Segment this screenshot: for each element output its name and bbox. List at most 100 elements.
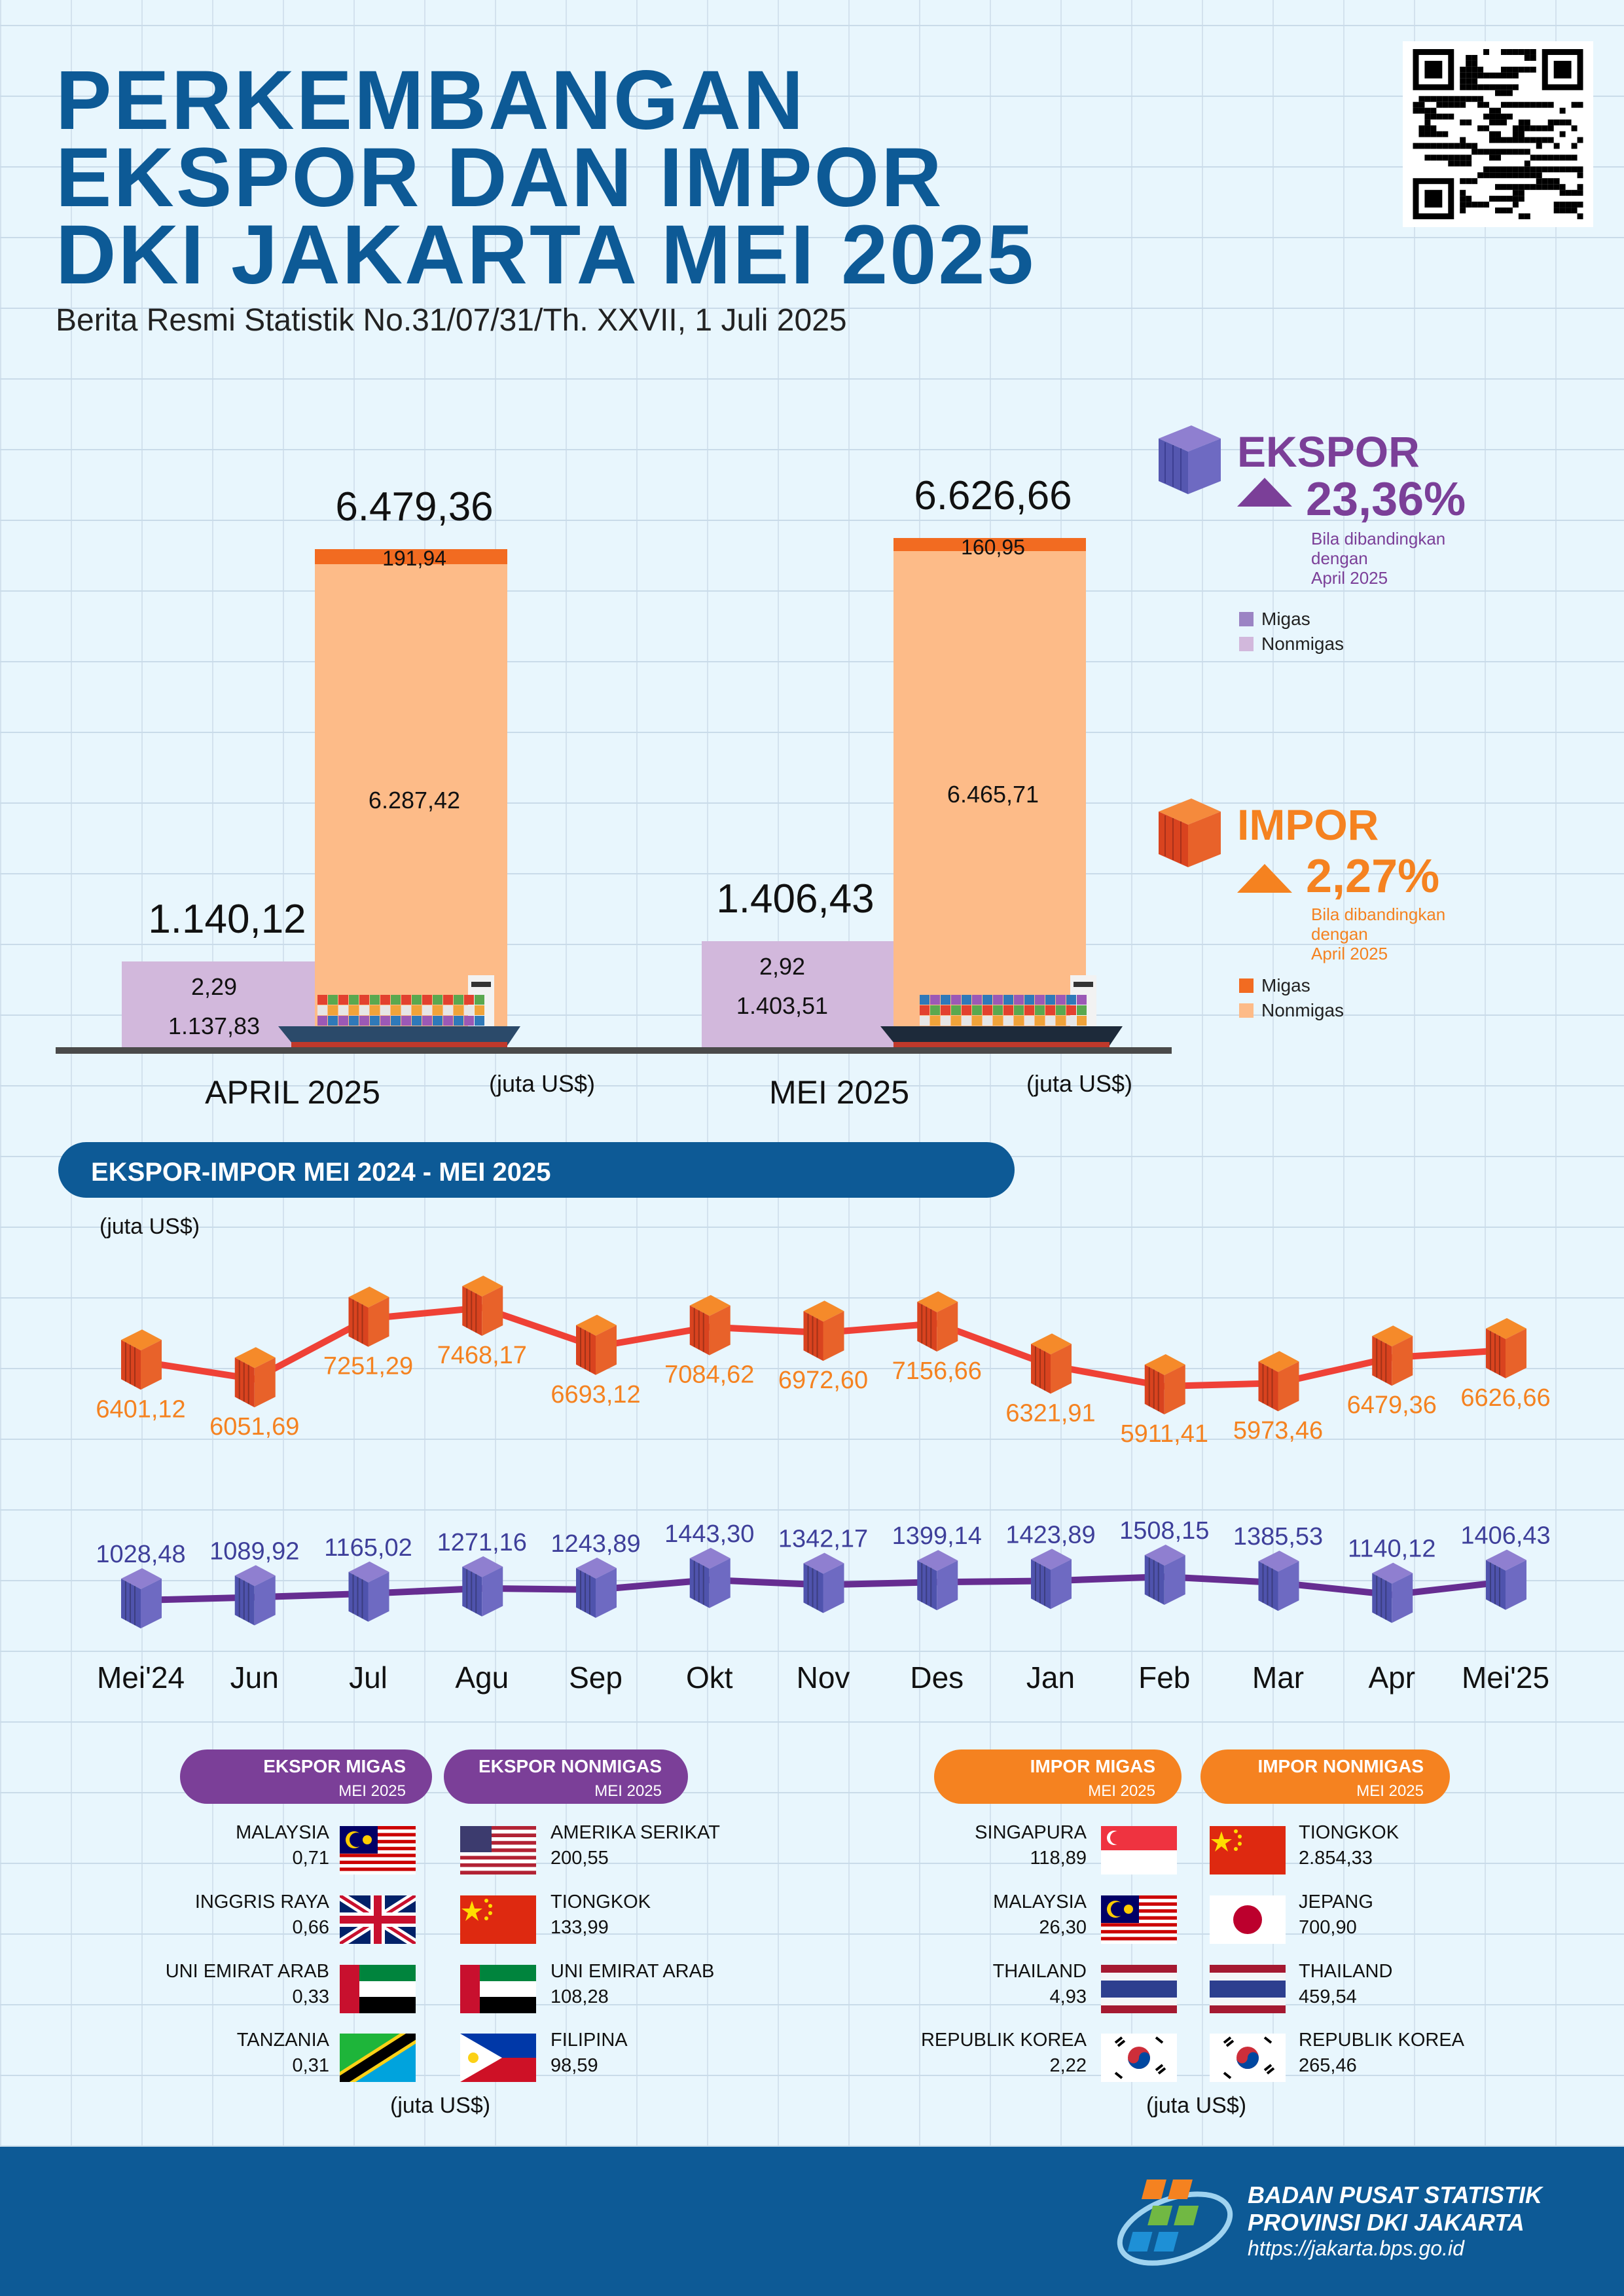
ekspor-container-marker (1372, 1562, 1413, 1623)
ekspor-value-label: 1399,14 (892, 1522, 982, 1550)
ekspor-container-marker (348, 1561, 389, 1622)
country-name: JEPANG (1299, 1892, 1373, 1912)
impor-note: Bila dibandingkan dengan April 2025 (1311, 905, 1446, 963)
footer (0, 2147, 1624, 2296)
partner-item: REPUBLIK KOREA 2,22 (921, 2030, 1087, 2077)
org-url[interactable]: https://jakarta.bps.go.id (1248, 2236, 1464, 2260)
country-value: 200,55 (550, 1848, 609, 1869)
impor-nonmigas-header: IMPOR NONMIGAS MEI 2025 (1200, 1749, 1450, 1804)
country-name: UNI EMIRAT ARAB (165, 1961, 329, 1982)
partner-item: JEPANG 700,90 (1299, 1892, 1373, 1939)
impor-migas-label: 191,94 (382, 547, 446, 570)
partner-item: MALAYSIA 26,30 (993, 1892, 1087, 1939)
impor-migas-bar (315, 549, 507, 564)
flag-my-icon (340, 1826, 416, 1874)
up-arrow-icon (1237, 864, 1292, 893)
impor-container-marker (234, 1347, 276, 1408)
month-label: Jul (349, 1660, 388, 1695)
cargo-ship-icon (880, 969, 1129, 1057)
ekspor-value-label: 1140,12 (1348, 1535, 1436, 1563)
flag-kr-icon (1101, 2034, 1177, 2082)
ekspor-container-marker (917, 1550, 958, 1611)
ekspor-nonmigas-header: EKSPOR NONMIGAS MEI 2025 (444, 1749, 688, 1804)
partner-item: MALAYSIA 0,71 (236, 1822, 329, 1869)
trend-unit: (juta US$) (99, 1214, 200, 1239)
ekspor-container-marker (234, 1565, 276, 1626)
cargo-ship-icon (278, 969, 527, 1057)
month-label: Jun (230, 1660, 279, 1695)
impor-value-label: 6051,69 (209, 1413, 299, 1441)
flag-gb-icon (337, 1892, 418, 1948)
flag-my-icon (1101, 1895, 1177, 1944)
country-name: REPUBLIK KOREA (1299, 2030, 1465, 2051)
ekspor-migas-label: 2,29 (190, 973, 238, 1001)
impor-value-label: 7468,17 (437, 1342, 527, 1369)
ekspor-value-label: 1028,48 (96, 1541, 185, 1568)
ekspor-value-label: 1243,89 (550, 1530, 640, 1558)
partner-item: INGGRIS RAYA 0,66 (195, 1892, 329, 1939)
trend-line-chart: 6401,12 6051,69 7251,29 7468,17 6693,12 7084,… (96, 1276, 1551, 1628)
partner-item: THAILAND 4,93 (993, 1961, 1087, 2008)
country-value: 0,66 (292, 1917, 329, 1938)
impor-total-label: 6.479,36 (335, 484, 494, 529)
container-icon (1152, 792, 1224, 874)
impor-container-marker (689, 1295, 731, 1355)
country-value: 265,46 (1299, 2055, 1357, 2076)
ekspor-nonmigas-label: 1.137,83 (168, 1013, 261, 1040)
ekspor-value-label: 1165,02 (324, 1534, 412, 1562)
flag-ae-icon (340, 1965, 416, 2013)
group-period: MEI 2025 (338, 1782, 406, 1800)
impor-total-label: 6.626,66 (914, 473, 1072, 518)
impor-partner-unit: (juta US$) (1146, 2093, 1247, 2118)
ekspor-total-label: 1.140,12 (148, 897, 306, 942)
impor-value-label: 7156,66 (892, 1357, 982, 1385)
legend-item-migas: Migas (1239, 975, 1344, 996)
impor-value-label: 6972,60 (778, 1367, 868, 1394)
partner-item: THAILAND 459,54 (1299, 1961, 1392, 2008)
country-name: THAILAND (1299, 1961, 1393, 1982)
country-value: 4,93 (1049, 1986, 1087, 2007)
impor-value-label: 7251,29 (323, 1353, 413, 1380)
impor-container-marker (1372, 1325, 1413, 1386)
ekspor-value-label: 1443,30 (664, 1520, 754, 1548)
partner-item: UNI EMIRAT ARAB 0,33 (166, 1961, 329, 2008)
bps-logo (1113, 2160, 1237, 2287)
impor-nonmigas-bar (315, 549, 507, 1050)
month-label: Agu (455, 1660, 509, 1695)
ekspor-value-label: 1406,43 (1460, 1522, 1550, 1550)
impor-container-marker (1486, 1318, 1526, 1378)
impor-container-marker (917, 1291, 958, 1352)
country-value: 459,54 (1299, 1986, 1357, 2007)
country-value: 118,89 (1030, 1848, 1087, 1869)
ekspor-migas-header: EKSPOR MIGAS MEI 2025 (180, 1749, 432, 1804)
country-value: 2.854,33 (1299, 1848, 1373, 1869)
country-value: 26,30 (1039, 1917, 1087, 1938)
flag-us-icon (460, 1826, 536, 1874)
partner-item: TIONGKOK 2.854,33 (1299, 1822, 1399, 1869)
impor-container-marker (1031, 1333, 1072, 1394)
unit-label: (juta US$) (488, 1070, 596, 1097)
ekspor-container-marker (1258, 1551, 1299, 1611)
ekspor-nonmigas-label: 1.403,51 (736, 992, 829, 1019)
month-label: Apr (1368, 1660, 1416, 1695)
org-region: PROVINSI DKI JAKARTA (1248, 2209, 1525, 2236)
ekspor-value-label: 1385,53 (1233, 1523, 1323, 1551)
impor-container-marker (803, 1300, 844, 1361)
impor-container-marker (462, 1276, 503, 1336)
ekspor-container-marker (462, 1556, 503, 1617)
qr-code[interactable] (1403, 41, 1593, 227)
country-value: 700,90 (1299, 1917, 1357, 1938)
partner-item: TIONGKOK 133,99 (550, 1892, 651, 1939)
impor-nonmigas-label: 6.287,42 (368, 786, 461, 814)
month-label: Mar (1252, 1660, 1305, 1695)
ekspor-value-label: 1342,17 (778, 1525, 868, 1552)
flag-cn-icon (1210, 1826, 1286, 1874)
group-title: EKSPOR MIGAS (263, 1756, 406, 1776)
group-period: MEI 2025 (1356, 1782, 1424, 1800)
group-period: MEI 2025 (594, 1782, 662, 1800)
partner-item: AMERIKA SERIKAT 200,55 (550, 1822, 720, 1869)
impor-migas-label: 160,95 (961, 535, 1025, 559)
swatch (1239, 612, 1254, 626)
impor-value-label: 5973,46 (1233, 1417, 1323, 1444)
month-label: Jan (1026, 1660, 1075, 1695)
